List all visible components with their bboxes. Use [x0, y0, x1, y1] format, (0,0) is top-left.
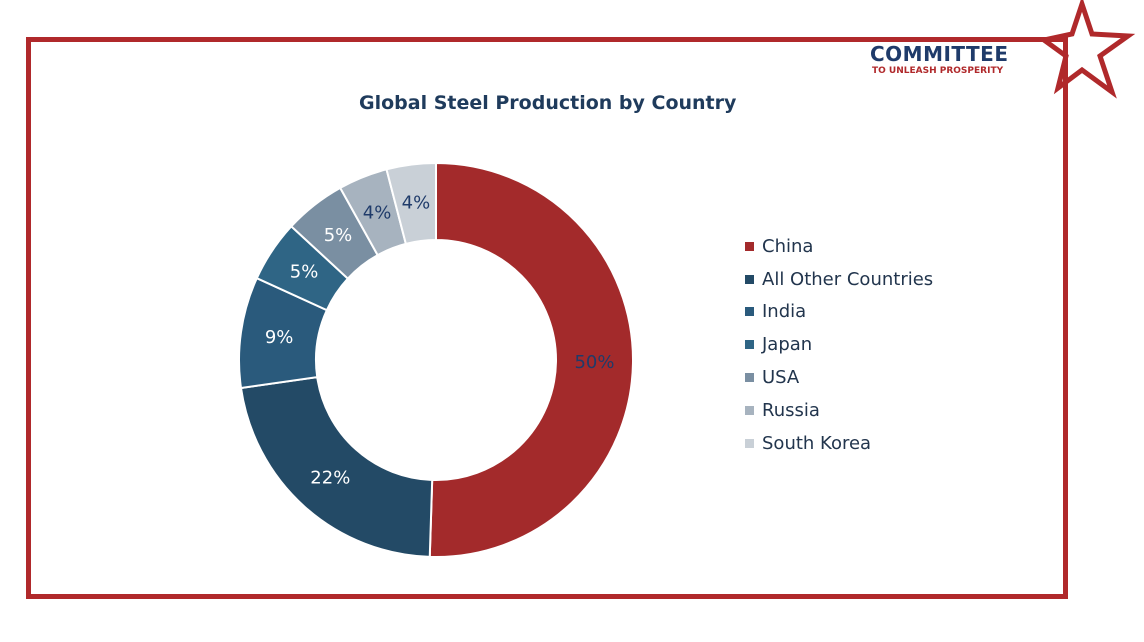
legend-swatch [745, 405, 754, 415]
logo-name: COMMITTEE [870, 42, 1009, 66]
data-label-india: 9% [265, 327, 294, 348]
data-label-usa: 5% [324, 225, 353, 246]
legend-item-usa: USA [745, 361, 933, 394]
legend-swatch [745, 340, 754, 350]
data-label-russia: 4% [363, 202, 392, 223]
legend-item-south-korea: South Korea [745, 427, 933, 460]
star-icon [1038, 0, 1136, 99]
legend-label: South Korea [762, 432, 872, 454]
slice-china [428, 161, 634, 558]
legend-item-india: India [745, 296, 933, 329]
logo-tagline: TO UNLEASH PROSPERITY [872, 66, 1004, 76]
legend-swatch [745, 241, 754, 251]
slice-all-other-countries [239, 375, 434, 558]
legend-label: Japan [762, 334, 813, 356]
chart-legend: China All Other Countries India Japan USA Rus… [745, 230, 933, 460]
legend-swatch [745, 274, 754, 284]
legend-swatch [745, 373, 754, 383]
legend-item-russia: Russia [745, 394, 933, 427]
legend-item-all-other-countries: All Other Countries [745, 263, 933, 296]
slice-south-korea [385, 161, 437, 246]
legend-label: All Other Countries [762, 268, 934, 290]
legend-label: USA [762, 367, 800, 389]
chart-frame [26, 37, 1068, 599]
legend-item-china: China [745, 230, 933, 263]
legend-swatch [745, 438, 754, 448]
data-label-china: 50% [574, 352, 614, 373]
legend-label: Russia [762, 399, 820, 421]
data-label-all-other-countries: 22% [310, 468, 350, 489]
legend-label: China [762, 235, 814, 257]
committee-logo: COMMITTEE TO UNLEASH PROSPERITY [860, 0, 1144, 100]
data-label-japan: 5% [290, 262, 319, 283]
legend-label: India [762, 301, 807, 323]
legend-item-japan: Japan [745, 328, 933, 361]
chart-title: Global Steel Production by Country [359, 92, 737, 114]
legend-swatch [745, 307, 754, 317]
data-label-south-korea: 4% [402, 192, 431, 213]
